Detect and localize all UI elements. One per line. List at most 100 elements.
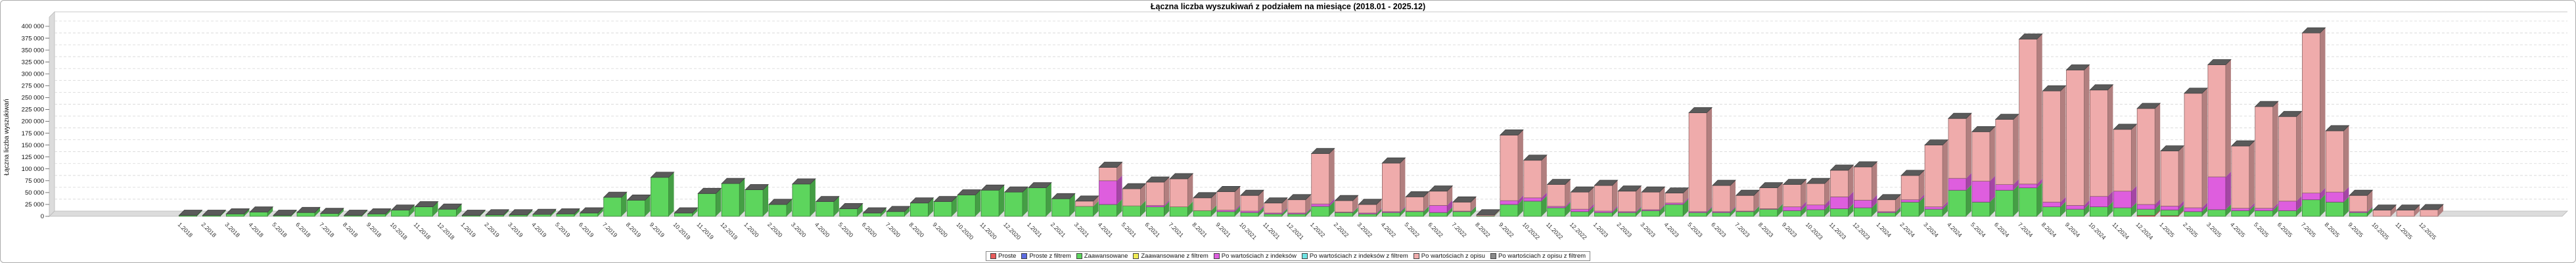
- bar: [2113, 124, 2138, 217]
- bar-top-face: [626, 195, 651, 201]
- x-axis-label: 6.2021: [1143, 221, 1161, 239]
- bar: [390, 204, 415, 217]
- y-axis-tick-label: 250 000: [22, 95, 44, 102]
- bar: [1216, 186, 1241, 217]
- x-axis-label: 12.2024: [2134, 221, 2154, 241]
- bar-top-face: [768, 199, 793, 205]
- legend-label: Proste z filtrem: [1029, 252, 1071, 260]
- bar: [1287, 194, 1312, 217]
- bar: [1735, 189, 1760, 217]
- bar-top-face: [2230, 140, 2255, 147]
- x-axis-label: 3.2020: [790, 221, 808, 239]
- x-axis-label: 1.2024: [1875, 221, 1893, 239]
- bar: [1051, 193, 1076, 217]
- legend-swatch: [990, 253, 996, 259]
- bar: [1759, 182, 1783, 217]
- bar: [1074, 195, 1099, 217]
- bar: [178, 210, 203, 217]
- x-axis-label: 8.2025: [2323, 221, 2341, 239]
- bar: [1145, 176, 1170, 217]
- bar: [862, 207, 887, 217]
- bar-top-face: [815, 196, 840, 203]
- x-axis-label: 12.2022: [1569, 221, 1588, 241]
- legend-item-3: Zaawansowane: [1076, 252, 1128, 260]
- bar: [296, 206, 321, 217]
- y-axis-tick-label: 100 000: [22, 166, 44, 173]
- x-axis-label: 4.2021: [1097, 221, 1115, 239]
- x-axis-label: 4.2022: [1379, 221, 1397, 239]
- x-axis-label: 3.2024: [1922, 221, 1940, 239]
- bar: [1523, 155, 1548, 217]
- x-axis-label: 7.2024: [2017, 221, 2035, 239]
- bar: [1712, 179, 1736, 217]
- bar: [1358, 199, 1383, 217]
- bar: [1476, 209, 1500, 217]
- bar-top-face: [1971, 126, 1996, 132]
- x-axis-label: 6.2019: [578, 221, 595, 239]
- y-axis-tick-label: 325 000: [22, 59, 44, 66]
- bar: [1665, 187, 1690, 217]
- bar: [273, 210, 298, 217]
- bar-top-face: [1193, 192, 1218, 199]
- bar-top-face: [2089, 84, 2114, 91]
- x-axis-label: 2.2022: [1333, 221, 1350, 239]
- bar: [249, 206, 274, 217]
- bar: [2230, 140, 2255, 217]
- x-axis-label: 12.2020: [1002, 221, 1022, 241]
- bar-top-face: [1405, 191, 1430, 197]
- y-axis-tick-label: 375 000: [22, 35, 44, 42]
- y-axis-tick-label: 225 000: [22, 107, 44, 114]
- legend-item-4: Zaawansowane z filtrem: [1133, 252, 1208, 260]
- bar: [1334, 195, 1359, 217]
- bar-top-face: [1287, 194, 1312, 201]
- x-axis-label: 6.2018: [294, 221, 312, 239]
- x-axis-label: 10.2021: [1238, 221, 1258, 241]
- x-axis-label: 10.2020: [955, 221, 975, 241]
- bar-top-face: [2184, 87, 2208, 94]
- bar: [2396, 204, 2421, 217]
- bar: [1499, 130, 1524, 217]
- bar-top-face: [745, 184, 770, 190]
- bar: [1310, 148, 1335, 217]
- bar-top-face: [697, 187, 722, 194]
- bar-top-face: [225, 208, 250, 214]
- bar: [1688, 107, 1713, 217]
- x-axis-label: 12.2021: [1285, 221, 1305, 241]
- bar: [1240, 189, 1264, 217]
- y-axis-tick-label: 300 000: [22, 70, 44, 78]
- bar: [603, 191, 628, 217]
- bar-top-face: [1948, 112, 1972, 119]
- x-axis-label: 6.2020: [861, 221, 879, 239]
- x-axis-label: 6.2023: [1710, 221, 1728, 239]
- bar: [909, 197, 934, 217]
- bar: [1594, 179, 1619, 217]
- bar-top-face: [2136, 103, 2161, 109]
- x-axis-label: 1.2018: [177, 221, 195, 239]
- x-axis-label: 2.2018: [200, 221, 218, 239]
- bar-top-face: [273, 210, 298, 216]
- x-axis-label: 4.2020: [814, 221, 831, 239]
- bar: [343, 210, 368, 217]
- bar: [1971, 126, 1996, 217]
- x-axis-label: 1.2023: [1592, 221, 1610, 239]
- bar-top-face: [1688, 107, 1713, 113]
- bar: [1169, 173, 1194, 217]
- bar-top-face: [2420, 204, 2444, 210]
- bar-top-face: [367, 208, 392, 214]
- bar: [1782, 179, 1807, 217]
- legend: Proste Proste z filtrem Zaawansowane Zaawan…: [985, 251, 1591, 261]
- bar: [1877, 194, 1902, 217]
- bar: [957, 189, 982, 217]
- legend-swatch: [1413, 253, 1419, 259]
- bar-top-face: [791, 178, 816, 185]
- bar: [1829, 164, 1854, 217]
- x-axis-label: 3.2021: [1073, 221, 1091, 239]
- bar-top-face: [909, 197, 934, 204]
- x-axis-label: 3.2018: [223, 221, 241, 239]
- bar-top-face: [1004, 186, 1028, 193]
- x-axis-label: 10.2018: [389, 221, 409, 241]
- bar-top-face: [1381, 157, 1406, 164]
- bar-top-face: [650, 172, 675, 178]
- bar-top-face: [1877, 194, 1902, 201]
